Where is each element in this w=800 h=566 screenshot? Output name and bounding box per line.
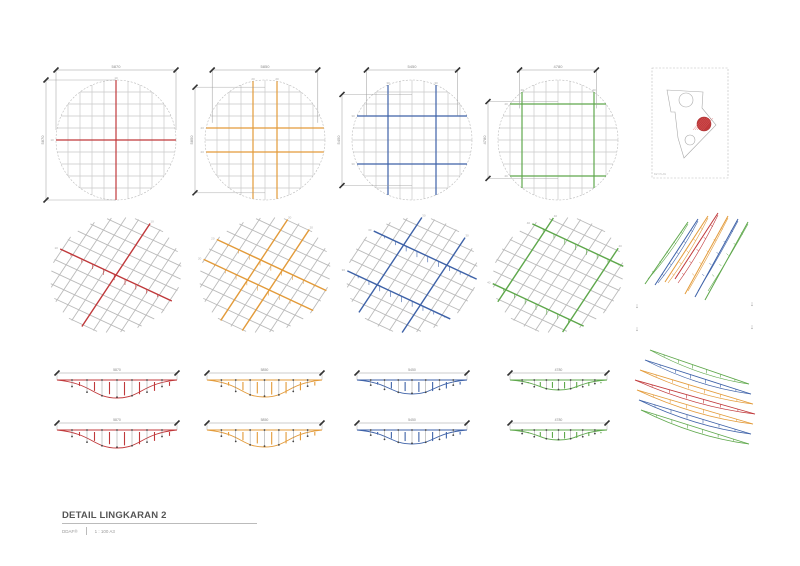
svg-text:5450: 5450: [408, 368, 416, 372]
sheet-scale: 1 : 100 A3: [94, 528, 115, 534]
svg-text:5450: 5450: [408, 418, 416, 422]
width-dimension-label: 5850: [261, 64, 271, 69]
plan-orange: 20 20 20 20 5850 5850: [189, 64, 326, 201]
svg-text:40: 40: [520, 88, 524, 92]
down-arrow-icon: ↓: [750, 301, 754, 308]
title-subrow: DDAF® 1 : 100 A3: [62, 527, 257, 535]
svg-text:20: 20: [201, 126, 205, 130]
isometric-views: 10 10 20 20 20 20 30 30 30 30 40 40 40 40: [50, 213, 624, 333]
svg-text:10: 10: [50, 138, 54, 142]
plan-green: 40 40 40 40 4780 4780: [482, 64, 619, 201]
section-row-2: 4780: [506, 418, 611, 441]
svg-text:5850: 5850: [261, 418, 269, 422]
title-block: DETAIL LINGKARAN 2 DDAF® 1 : 100 A3: [62, 510, 257, 535]
svg-text:30: 30: [422, 213, 426, 217]
section-row-1: 5850: [203, 368, 326, 398]
svg-text:10: 10: [150, 220, 154, 224]
svg-text:40: 40: [554, 214, 558, 218]
svg-text:4780: 4780: [555, 368, 563, 372]
section-orange: 5850 5850: [203, 368, 326, 448]
svg-text:10: 10: [114, 76, 118, 80]
svg-text:30: 30: [351, 162, 355, 166]
height-dimension-label: 5850: [189, 135, 194, 145]
down-arrow-icon: ↓: [635, 303, 639, 310]
section-row-2: 5450: [353, 418, 471, 445]
plan-red: 10 10 5870 5870: [40, 64, 180, 204]
svg-text:30: 30: [386, 81, 390, 85]
svg-text:20: 20: [288, 215, 292, 219]
width-dimension-label: 4780: [554, 64, 564, 69]
iso-orange: 20 20 20 20: [198, 215, 331, 333]
section-red: 5870 5870: [53, 368, 181, 449]
key-plan: KEY PLAN: [651, 67, 729, 179]
svg-text:4780: 4780: [555, 418, 563, 422]
plan-blue: 30 30 30 30 5450 5450: [336, 64, 473, 201]
section-green: 4780 4780: [506, 368, 611, 441]
svg-text:20: 20: [251, 77, 255, 81]
height-dimension-label: 4780: [482, 135, 487, 145]
svg-text:20: 20: [198, 256, 202, 260]
svg-text:40: 40: [504, 102, 508, 106]
svg-text:40: 40: [487, 281, 491, 285]
section-row-1: 5870: [53, 368, 181, 399]
svg-text:20: 20: [201, 150, 205, 154]
svg-text:40: 40: [504, 174, 508, 178]
svg-text:40: 40: [618, 244, 622, 248]
separator: [85, 527, 87, 535]
svg-text:5870: 5870: [113, 418, 121, 422]
svg-text:40: 40: [527, 221, 531, 225]
svg-text:20: 20: [310, 226, 314, 230]
sheet-title: DETAIL LINGKARAN 2: [62, 510, 167, 521]
svg-text:30: 30: [465, 234, 469, 238]
iso-blue: 30 30 30 30: [342, 213, 478, 333]
svg-text:5850: 5850: [261, 368, 269, 372]
svg-text:30: 30: [342, 268, 346, 272]
rib-stack-horizontal: [634, 349, 756, 445]
rib-stack-diagonal: [644, 212, 749, 301]
svg-text:30: 30: [434, 81, 438, 85]
height-dimension-label: 5870: [40, 135, 45, 145]
svg-text:20: 20: [275, 77, 279, 81]
down-arrow-icon: ↓: [635, 326, 639, 333]
section-row-1: 5450: [353, 368, 471, 395]
title-divider: [62, 523, 257, 524]
section-row-1: 4780: [506, 368, 611, 391]
iso-red: 10 10: [50, 217, 182, 333]
width-dimension-label: 5870: [112, 64, 122, 69]
section-views: 5870 5870 5850 5850 5450 5450 4780 4780: [53, 368, 611, 449]
svg-text:20: 20: [211, 236, 215, 240]
svg-text:30: 30: [351, 114, 355, 118]
iso-green: 40 40 40 40: [487, 214, 624, 333]
svg-text:5870: 5870: [113, 368, 121, 372]
plan-views: 10 10 5870 5870 20 20 20 20 5850 5850 30 30 30 30 5450…: [40, 64, 619, 204]
height-dimension-label: 5450: [336, 135, 341, 145]
rib-stack-views: ↓ ↓ ↓ ↓: [634, 212, 756, 445]
section-row-2: 5850: [203, 418, 326, 448]
down-arrow-icon: ↓: [750, 324, 754, 331]
section-blue: 5450 5450: [353, 368, 471, 445]
svg-text:40: 40: [592, 88, 596, 92]
width-dimension-label: 5450: [408, 64, 418, 69]
sheet-code: DDAF®: [62, 528, 78, 534]
svg-text:30: 30: [368, 228, 372, 232]
section-row-2: 5870: [53, 418, 181, 449]
svg-text:10: 10: [55, 246, 59, 250]
svg-text:KEY PLAN: KEY PLAN: [654, 173, 666, 176]
